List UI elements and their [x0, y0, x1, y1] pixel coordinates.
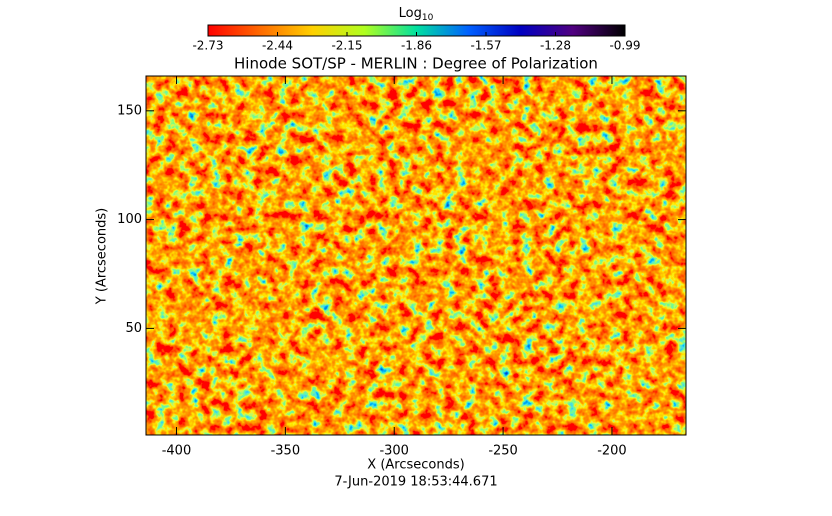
colorbar-tick-label: -0.99 [609, 39, 640, 53]
polarization-map [146, 76, 686, 435]
x-axis-label: X (Arcseconds) [367, 458, 464, 473]
plot-frame [145, 75, 687, 436]
colorbar-tick-label: -2.44 [262, 39, 293, 53]
colorbar-tick-label: -2.15 [331, 39, 362, 53]
x-tick-label: -400 [162, 444, 192, 459]
date-label: 7-Jun-2019 18:53:44.671 [334, 475, 497, 490]
x-tick-label: -350 [271, 444, 301, 459]
colorbar-tick-label: -1.28 [540, 39, 571, 53]
colorbar-label-subscript: 10 [422, 13, 434, 23]
x-tick-label: -300 [379, 444, 409, 459]
colorbar-label: Log10 [399, 6, 434, 23]
chart-title: Hinode SOT/SP - MERLIN : Degree of Polar… [234, 55, 598, 73]
y-tick-label: 50 [125, 321, 142, 336]
x-tick-label: -250 [488, 444, 518, 459]
colorbar-tick-label: -1.86 [401, 39, 432, 53]
y-axis-label: Y (Arcseconds) [95, 208, 110, 305]
x-tick-label: -200 [597, 444, 627, 459]
colorbar-label-text: Log [399, 6, 422, 21]
colorbar-tick-label: -1.57 [470, 39, 501, 53]
colorbar-tick-label: -2.73 [192, 39, 223, 53]
y-tick-label: 100 [117, 212, 142, 227]
y-tick-label: 150 [117, 103, 142, 118]
